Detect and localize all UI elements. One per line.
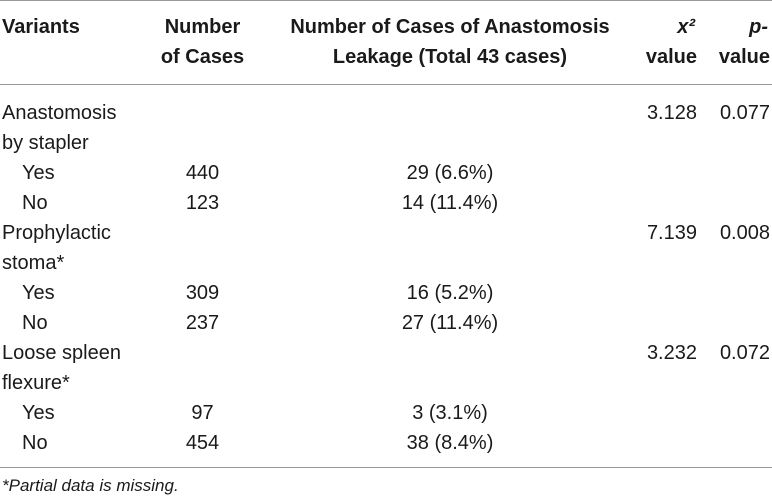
p-value: 0.072 xyxy=(719,342,770,364)
header-leakage-line1: Number of Cases of Anastomosis xyxy=(290,16,610,38)
row-leakage: 29 (6.6%) xyxy=(406,162,494,184)
group-label-line2: flexure* xyxy=(2,372,70,394)
chi-value: 3.232 xyxy=(646,342,697,364)
row-leakage: 14 (11.4%) xyxy=(401,192,499,214)
header-p-line1: p- xyxy=(749,16,768,38)
row-cases: 309 xyxy=(185,282,220,304)
header-variants: Variants xyxy=(2,16,80,38)
header-chi-line1: x² xyxy=(677,16,695,38)
bottom-rule xyxy=(0,467,772,468)
row-cases: 454 xyxy=(185,432,220,454)
row-label: Yes xyxy=(22,162,55,184)
table-footnote: *Partial data is missing. xyxy=(2,476,179,495)
p-value: 0.008 xyxy=(719,222,770,244)
row-label: No xyxy=(22,192,48,214)
row-leakage: 27 (11.4%) xyxy=(401,312,499,334)
row-cases: 97 xyxy=(191,402,214,424)
group-label-line1: Loose spleen xyxy=(2,342,121,364)
row-label: No xyxy=(22,312,48,334)
header-cases-line2: of Cases xyxy=(160,46,245,68)
header-rule xyxy=(0,84,772,85)
header-leakage-line2: Leakage (Total 43 cases) xyxy=(332,46,568,68)
row-label: No xyxy=(22,432,48,454)
header-cases-line1: Number xyxy=(164,16,241,38)
row-cases: 440 xyxy=(185,162,220,184)
row-leakage: 16 (5.2%) xyxy=(406,282,494,304)
header-chi-line2: value xyxy=(645,46,697,68)
group-label-line1: Anastomosis xyxy=(2,102,117,124)
row-cases: 237 xyxy=(185,312,220,334)
row-label: Yes xyxy=(22,282,55,304)
row-leakage: 38 (8.4%) xyxy=(406,432,494,454)
header-p-line2: value xyxy=(718,46,770,68)
row-cases: 123 xyxy=(185,192,220,214)
group-label-line2: by stapler xyxy=(2,132,89,154)
p-value: 0.077 xyxy=(719,102,770,124)
row-label: Yes xyxy=(22,402,55,424)
group-label-line1: Prophylactic xyxy=(2,222,111,244)
top-rule xyxy=(0,0,772,1)
chi-value: 7.139 xyxy=(646,222,697,244)
row-leakage: 3 (3.1%) xyxy=(412,402,488,424)
group-label-line2: stoma* xyxy=(2,252,65,274)
chi-value: 3.128 xyxy=(646,102,697,124)
